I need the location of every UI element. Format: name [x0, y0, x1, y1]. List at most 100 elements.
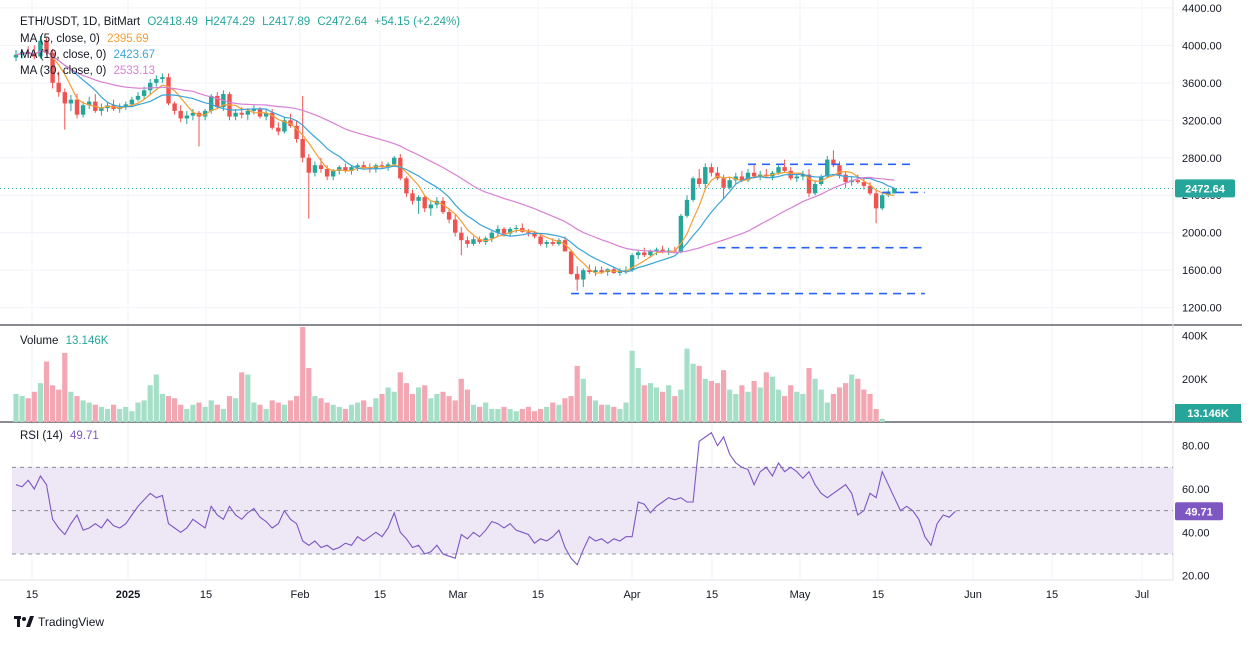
- volume-bar: [592, 400, 599, 422]
- volume-bar: [538, 409, 544, 422]
- volume-bar: [98, 406, 104, 422]
- ma5-value: 2395.69: [107, 33, 149, 45]
- candle-body: [392, 157, 397, 165]
- volume-bar: [165, 396, 172, 422]
- volume-bar: [422, 385, 428, 422]
- volume-bar: [788, 385, 794, 422]
- volume-tick-label: 400K: [1182, 331, 1208, 343]
- volume-bar: [355, 402, 361, 422]
- candle-body: [446, 212, 452, 220]
- rsi-line: [15, 431, 956, 566]
- candle-body: [398, 157, 403, 179]
- time-tick-label: Apr: [623, 589, 640, 601]
- candle-body: [178, 110, 183, 119]
- volume-bar: [696, 365, 702, 422]
- volume-bar: [501, 406, 507, 422]
- candle-body: [831, 159, 836, 166]
- volume-bar: [409, 393, 416, 422]
- volume-bar: [74, 396, 80, 422]
- volume-bar: [769, 376, 775, 422]
- ma-line-30: [15, 50, 895, 254]
- candle-body: [62, 92, 67, 104]
- volume-bar: [416, 387, 422, 422]
- volume-bar: [56, 389, 62, 422]
- candle-body: [526, 231, 531, 233]
- ma10-legend[interactable]: MA (10, close, 0) 2423.67: [20, 49, 159, 61]
- volume-bar: [806, 368, 812, 422]
- candle-body: [251, 109, 257, 111]
- candle-body: [556, 240, 562, 244]
- volume-bar: [178, 404, 184, 422]
- candle-body: [751, 172, 757, 177]
- candle-body: [861, 182, 867, 186]
- candle-body: [245, 110, 250, 115]
- volume-bar: [836, 387, 843, 422]
- ohlc-change: +54.15 (+2.24%): [374, 16, 461, 28]
- volume-bar: [525, 406, 531, 422]
- volume-legend[interactable]: Volume 13.146K: [20, 335, 112, 347]
- volume-bar: [440, 391, 446, 422]
- price-tick-label: 2000.00: [1182, 228, 1222, 240]
- volume-bar: [62, 352, 68, 422]
- volume-badge: [1175, 404, 1241, 422]
- candle-body: [184, 115, 189, 119]
- volume-bar: [574, 365, 580, 422]
- candle-body: [74, 99, 80, 115]
- tradingview-logo[interactable]: TradingView: [14, 615, 104, 629]
- last-price-badge-text: 2472.64: [1185, 183, 1226, 195]
- volume-bar: [745, 391, 751, 422]
- rsi-pane[interactable]: [12, 431, 1173, 566]
- ma5-legend[interactable]: MA (5, close, 0) 2395.69: [20, 33, 153, 45]
- volume-bar: [147, 385, 153, 422]
- volume-bar: [312, 396, 318, 422]
- volume-bar: [739, 385, 745, 422]
- candle-body: [544, 242, 549, 244]
- time-tick-label: Jul: [1135, 589, 1149, 601]
- volume-badge-text: 13.146K: [1187, 408, 1229, 420]
- ma30-legend[interactable]: MA (30, close, 0) 2533.13: [20, 65, 159, 77]
- candle-body: [123, 104, 128, 108]
- candle-body: [324, 168, 330, 177]
- volume-label: Volume: [20, 335, 59, 347]
- volume-bar: [306, 368, 312, 422]
- volume-bar: [708, 380, 714, 422]
- volume-bar: [873, 409, 879, 422]
- time-tick-label: May: [790, 589, 811, 601]
- volume-bar: [507, 409, 513, 422]
- volume-bar: [763, 372, 769, 422]
- candle-body: [404, 178, 409, 194]
- candle-body: [739, 176, 745, 181]
- volume-pane[interactable]: [13, 327, 885, 422]
- volume-bar: [489, 409, 495, 422]
- candle-body: [148, 82, 153, 91]
- time-tick-label: 15: [200, 589, 212, 601]
- volume-bar: [196, 402, 202, 422]
- rsi-legend[interactable]: RSI (14) 49.71: [20, 430, 103, 442]
- volume-bar: [361, 400, 367, 422]
- volume-bar: [495, 409, 501, 422]
- volume-bar: [208, 400, 214, 422]
- volume-bar: [367, 406, 373, 422]
- volume-bar: [141, 400, 147, 422]
- candle-body: [825, 159, 830, 177]
- volume-bar: [50, 385, 56, 422]
- candle-body: [129, 99, 135, 105]
- volume-tick-label: 200K: [1182, 374, 1208, 386]
- volume-bar: [397, 372, 403, 422]
- price-tick-label: 4000.00: [1182, 40, 1222, 52]
- tradingview-logo-icon: [14, 616, 34, 627]
- candle-body: [867, 185, 873, 194]
- price-pane[interactable]: [0, 35, 1173, 291]
- price-tick-label: 2800.00: [1182, 153, 1222, 165]
- candle-body: [629, 255, 635, 271]
- candle-body: [666, 250, 671, 252]
- candle-body: [495, 228, 501, 233]
- volume-bar: [678, 389, 684, 422]
- volume-bar: [830, 393, 836, 422]
- volume-bar: [287, 400, 294, 422]
- moving-average-lines: [15, 50, 895, 274]
- volume-bar: [684, 348, 690, 422]
- candle-body: [26, 51, 31, 53]
- candle-body: [489, 232, 494, 239]
